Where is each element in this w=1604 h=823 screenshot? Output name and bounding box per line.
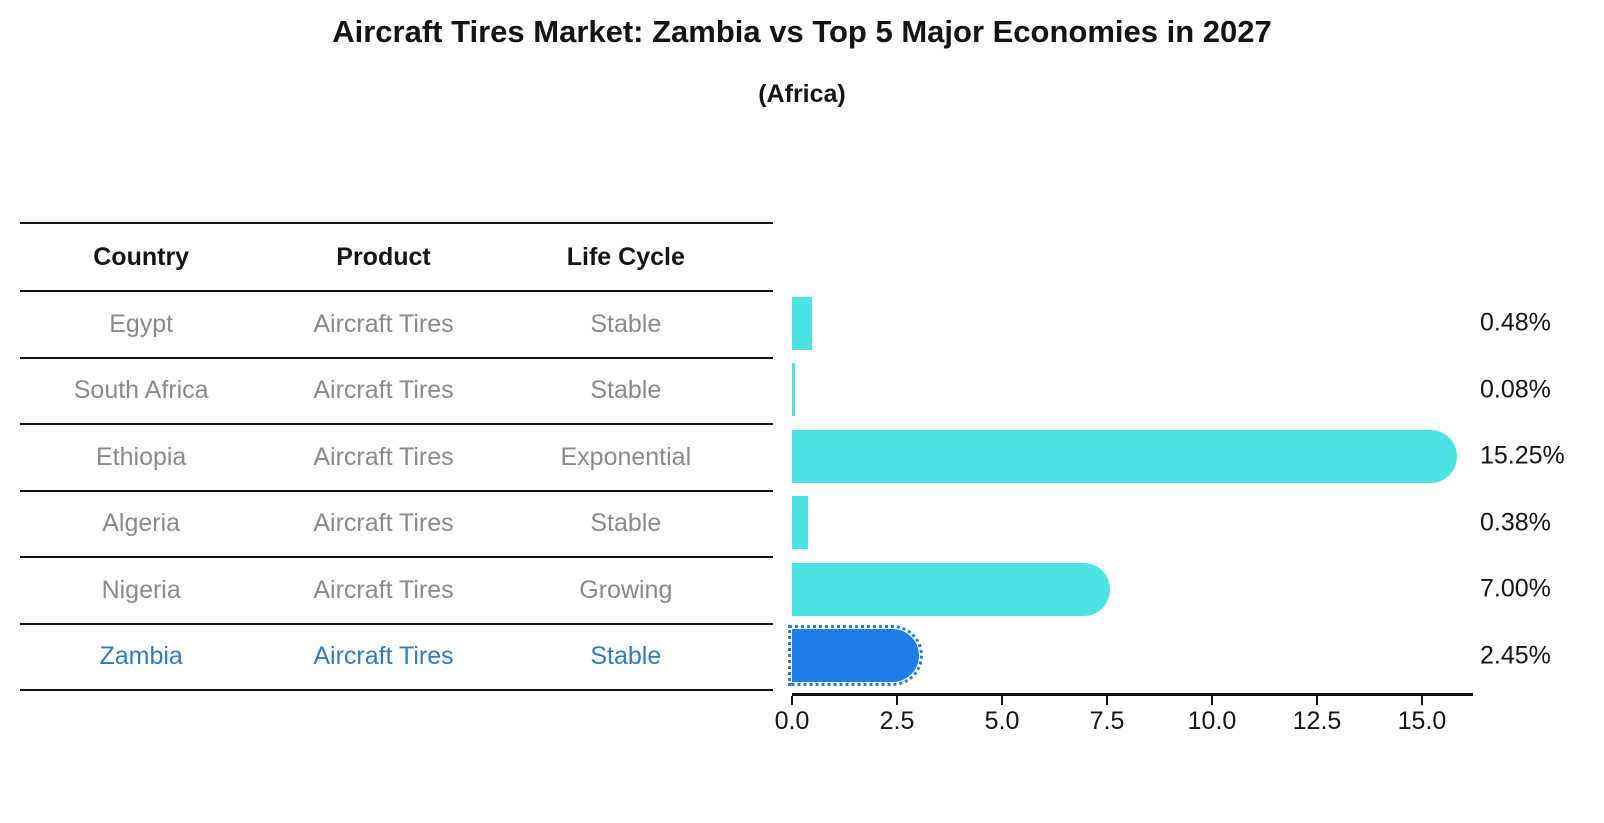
cell-country: Algeria: [102, 509, 181, 538]
x-tick-mark: [1001, 696, 1003, 705]
table-row: Nigeria Aircraft Tires Growing: [20, 558, 773, 625]
cell-lifecycle: Stable: [590, 509, 662, 538]
value-label-egypt: 0.48%: [1480, 308, 1551, 337]
cell-country: Egypt: [109, 309, 174, 338]
cell-country: Zambia: [99, 642, 183, 671]
x-tick-mark: [1211, 696, 1213, 705]
x-tick-label: 10.0: [1187, 707, 1237, 735]
cell-product: Aircraft Tires: [313, 376, 454, 405]
header-product: Product: [336, 242, 431, 271]
page-subtitle: (Africa): [758, 80, 846, 108]
bar-south-africa: [792, 363, 796, 417]
cell-lifecycle: Exponential: [560, 442, 692, 471]
cell-product: Aircraft Tires: [313, 509, 454, 538]
bar-nigeria: [792, 562, 1110, 616]
value-label-algeria: 0.38%: [1480, 508, 1551, 537]
cell-product: Aircraft Tires: [313, 642, 454, 671]
cell-country: South Africa: [73, 376, 209, 405]
table-row: Zambia Aircraft Tires Stable: [20, 625, 773, 691]
value-label-nigeria: 7.00%: [1480, 574, 1551, 603]
cell-lifecycle: Stable: [590, 642, 662, 671]
cell-country: Ethiopia: [95, 442, 187, 471]
table-row: Egypt Aircraft Tires Stable: [20, 292, 773, 359]
header-lifecycle: Life Cycle: [566, 242, 685, 271]
cell-country: Nigeria: [101, 575, 181, 604]
header-country: Country: [93, 242, 190, 271]
x-tick-label: 12.5: [1292, 707, 1342, 735]
table-row: Ethiopia Aircraft Tires Exponential: [20, 425, 773, 492]
cell-product: Aircraft Tires: [313, 575, 454, 604]
value-label-south-africa: 0.08%: [1480, 375, 1551, 404]
cell-lifecycle: Growing: [579, 575, 673, 604]
x-tick-mark: [1106, 696, 1108, 705]
table-row: Algeria Aircraft Tires Stable: [20, 492, 773, 558]
value-label-zambia: 2.45%: [1480, 641, 1551, 670]
x-tick-label: 5.0: [984, 707, 1020, 735]
cell-product: Aircraft Tires: [313, 309, 454, 338]
page-title: Aircraft Tires Market: Zambia vs Top 5 M…: [332, 14, 1272, 49]
x-tick-label: 7.5: [1089, 707, 1125, 735]
x-tick-label: 0.0: [774, 707, 810, 735]
cell-product: Aircraft Tires: [313, 442, 454, 471]
table-row: South Africa Aircraft Tires Stable: [20, 359, 773, 425]
table-header-row: Country Product Life Cycle: [20, 224, 773, 292]
bar-algeria: [792, 496, 808, 550]
data-table: Country Product Life Cycle Egypt Aircraf…: [20, 222, 773, 691]
x-tick-mark: [1316, 696, 1318, 705]
value-label-ethiopia: 15.25%: [1480, 441, 1565, 470]
x-tick-mark: [791, 696, 793, 705]
x-tick-mark: [1421, 696, 1423, 705]
x-axis-line: [792, 693, 1473, 696]
cell-lifecycle: Stable: [590, 376, 662, 405]
x-tick-mark: [896, 696, 898, 705]
bar-egypt: [792, 296, 813, 350]
x-tick-label: 2.5: [879, 707, 915, 735]
bar-zambia: [787, 624, 924, 687]
x-tick-label: 15.0: [1397, 707, 1447, 735]
bar-ethiopia: [792, 429, 1457, 483]
cell-lifecycle: Stable: [590, 309, 662, 338]
